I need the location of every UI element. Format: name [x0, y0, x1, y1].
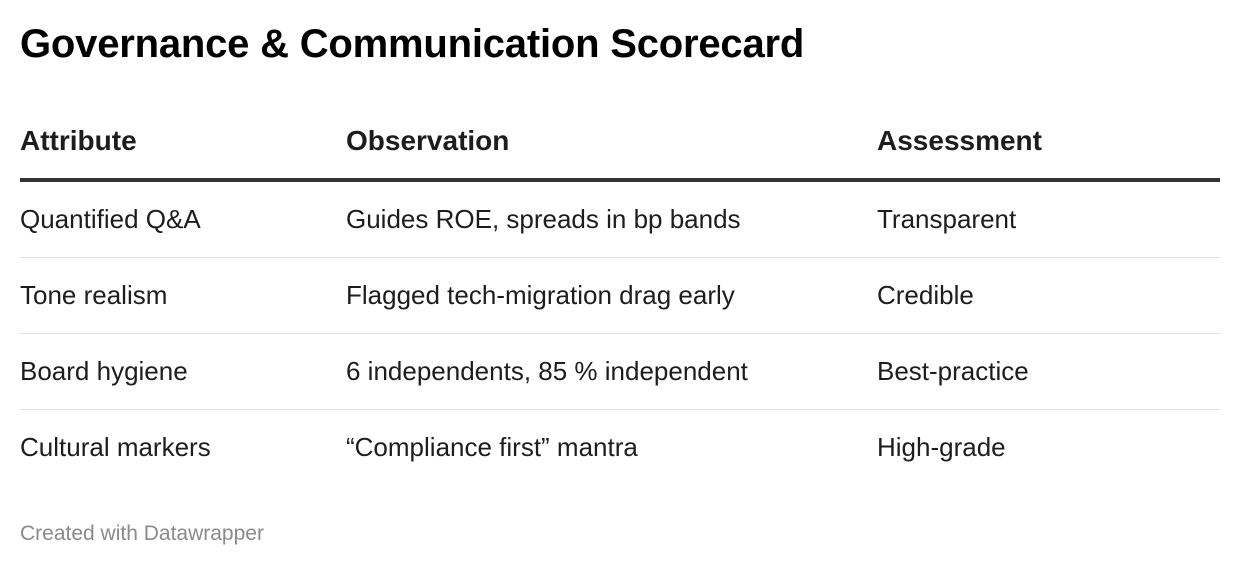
table-row: Tone realism Flagged tech-migration drag… [20, 257, 1220, 334]
datawrapper-credit: Created with Datawrapper [20, 522, 264, 545]
table-cell-assessment: Credible [877, 257, 1220, 334]
table-cell-assessment: Transparent [877, 180, 1220, 258]
column-header-assessment: Assessment [877, 104, 1220, 182]
scorecard-table: Attribute Observation Assessment Quantif… [20, 104, 1220, 485]
table-cell-attribute: Tone realism [20, 257, 346, 334]
table-cell-attribute: Quantified Q&A [20, 180, 346, 258]
table-row: Quantified Q&A Guides ROE, spreads in bp… [20, 180, 1220, 258]
chart-title: Governance & Communication Scorecard [20, 22, 805, 66]
table-cell-assessment: High-grade [877, 432, 1006, 462]
table-cell-observation: Guides ROE, spreads in bp bands [346, 180, 877, 258]
table-cell-observation: Flagged tech-migration drag early [346, 257, 877, 334]
column-header-observation: Observation [346, 104, 877, 182]
table-cell-attribute: Board hygiene [20, 333, 346, 410]
table-cell-observation: 6 independents, 85 % independent [346, 333, 877, 410]
table-row: Cultural markers “Compliance first” mant… [20, 410, 1220, 486]
table-cell-assessment: Best-practice [877, 333, 1220, 410]
table-cell-observation: “Compliance first” mantra [346, 432, 638, 462]
table-header-row: Attribute Observation Assessment [20, 104, 1220, 182]
table-row: Board hygiene 6 independents, 85 % indep… [20, 333, 1220, 410]
table-cell-attribute: Cultural markers [20, 432, 211, 462]
column-header-attribute: Attribute [20, 104, 346, 182]
